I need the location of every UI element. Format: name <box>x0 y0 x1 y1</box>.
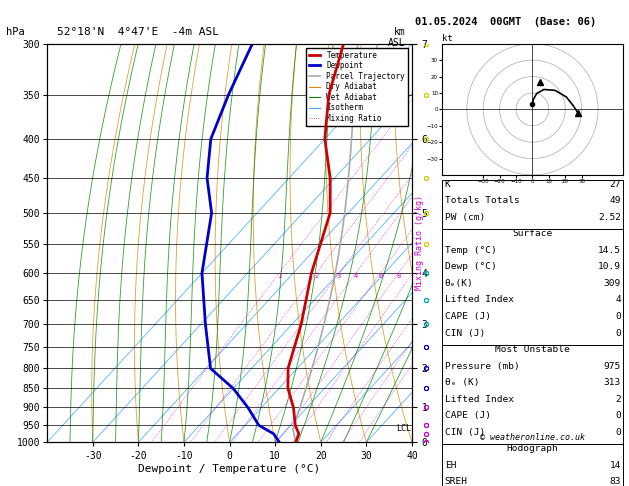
Text: Dewp (°C): Dewp (°C) <box>445 262 496 272</box>
Text: K: K <box>445 180 450 189</box>
Text: θₑ (K): θₑ (K) <box>445 378 479 387</box>
Text: © weatheronline.co.uk: © weatheronline.co.uk <box>480 433 585 442</box>
Text: EH: EH <box>445 461 456 470</box>
Text: Mixing Ratio (g/kg): Mixing Ratio (g/kg) <box>415 195 424 291</box>
Text: 52°18'N  4°47'E  -4m ASL: 52°18'N 4°47'E -4m ASL <box>57 27 219 37</box>
Text: CIN (J): CIN (J) <box>445 428 485 437</box>
Text: 3: 3 <box>337 273 341 279</box>
Text: 309: 309 <box>604 279 621 288</box>
Text: Pressure (mb): Pressure (mb) <box>445 362 520 371</box>
Text: 4: 4 <box>615 295 621 305</box>
Text: 975: 975 <box>604 362 621 371</box>
Text: SREH: SREH <box>445 477 468 486</box>
Text: Lifted Index: Lifted Index <box>445 395 514 404</box>
Text: Hodograph: Hodograph <box>506 444 559 453</box>
Text: Most Unstable: Most Unstable <box>495 345 570 354</box>
Text: 0: 0 <box>615 411 621 420</box>
Legend: Temperature, Dewpoint, Parcel Trajectory, Dry Adiabat, Wet Adiabat, Isotherm, Mi: Temperature, Dewpoint, Parcel Trajectory… <box>306 48 408 126</box>
Text: LCL: LCL <box>396 424 411 433</box>
Text: Totals Totals: Totals Totals <box>445 196 520 206</box>
Text: 313: 313 <box>604 378 621 387</box>
Text: 14: 14 <box>610 461 621 470</box>
Text: 10.9: 10.9 <box>598 262 621 272</box>
Text: 14.5: 14.5 <box>598 246 621 255</box>
Text: θₑ(K): θₑ(K) <box>445 279 474 288</box>
Text: CAPE (J): CAPE (J) <box>445 411 491 420</box>
Text: 4: 4 <box>353 273 358 279</box>
X-axis label: Dewpoint / Temperature (°C): Dewpoint / Temperature (°C) <box>138 464 321 474</box>
Text: PW (cm): PW (cm) <box>445 213 485 222</box>
Text: Surface: Surface <box>513 229 552 239</box>
Text: 0: 0 <box>615 329 621 338</box>
Text: kt: kt <box>442 34 453 43</box>
Text: 2: 2 <box>615 395 621 404</box>
Text: 27: 27 <box>610 180 621 189</box>
Text: 2.52: 2.52 <box>598 213 621 222</box>
Text: km
ASL: km ASL <box>388 27 406 48</box>
Text: 2: 2 <box>314 273 318 279</box>
Text: hPa: hPa <box>6 27 25 37</box>
Text: 8: 8 <box>396 273 401 279</box>
Text: CIN (J): CIN (J) <box>445 329 485 338</box>
Text: 0: 0 <box>615 428 621 437</box>
Text: 49: 49 <box>610 196 621 206</box>
Text: CAPE (J): CAPE (J) <box>445 312 491 321</box>
Text: Temp (°C): Temp (°C) <box>445 246 496 255</box>
Text: 0: 0 <box>615 312 621 321</box>
Text: Lifted Index: Lifted Index <box>445 295 514 305</box>
Text: 6: 6 <box>378 273 382 279</box>
Text: 83: 83 <box>610 477 621 486</box>
Text: 01.05.2024  00GMT  (Base: 06): 01.05.2024 00GMT (Base: 06) <box>415 17 596 27</box>
Text: 1: 1 <box>277 273 281 279</box>
